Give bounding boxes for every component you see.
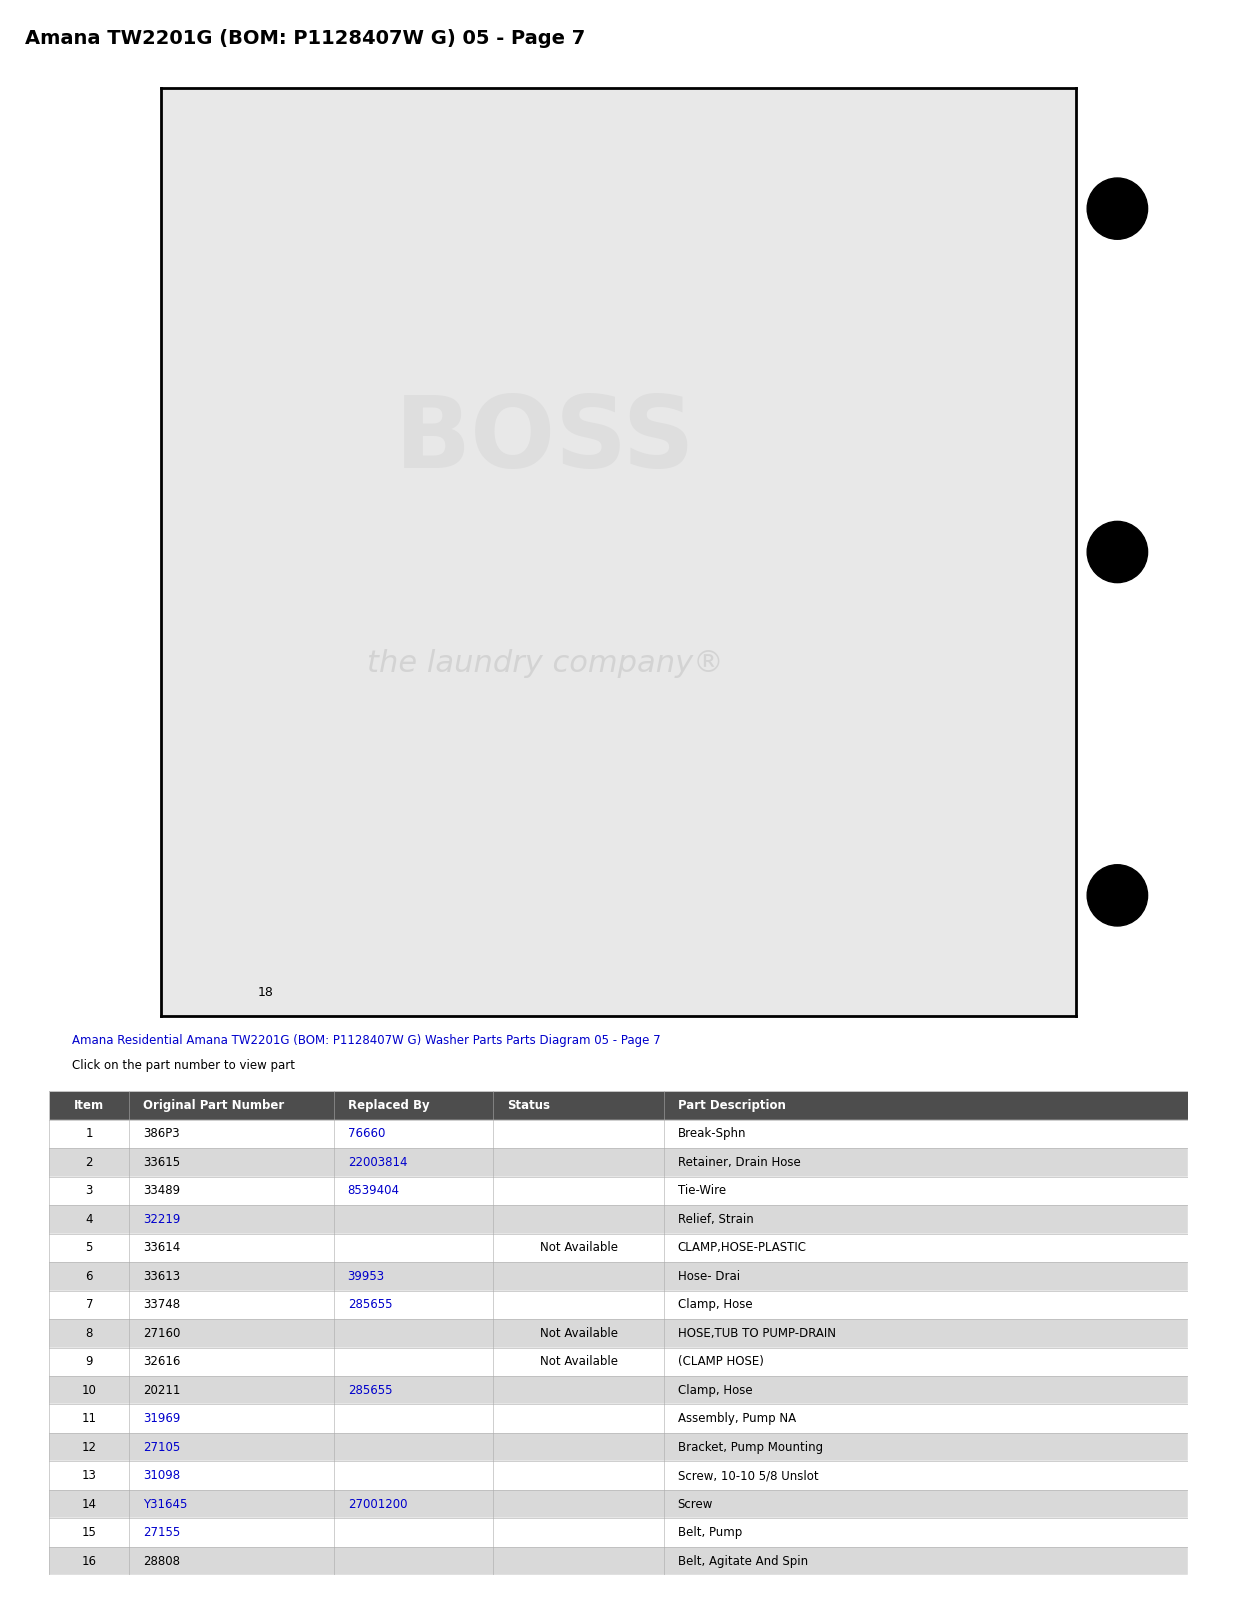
Text: Break-Sphn: Break-Sphn bbox=[678, 1128, 746, 1141]
FancyBboxPatch shape bbox=[49, 1376, 1188, 1405]
Text: Relief, Strain: Relief, Strain bbox=[678, 1213, 753, 1226]
Text: the laundry company®: the laundry company® bbox=[367, 650, 724, 678]
Text: Screw, 10-10 5/8 Unslot: Screw, 10-10 5/8 Unslot bbox=[678, 1469, 819, 1482]
Text: 31969: 31969 bbox=[142, 1413, 181, 1426]
Text: 31098: 31098 bbox=[142, 1469, 179, 1482]
FancyBboxPatch shape bbox=[49, 1347, 1188, 1376]
Text: Bracket, Pump Mounting: Bracket, Pump Mounting bbox=[678, 1440, 823, 1454]
FancyBboxPatch shape bbox=[49, 1234, 1188, 1262]
Text: Hose- Drai: Hose- Drai bbox=[678, 1270, 740, 1283]
Text: Part Description: Part Description bbox=[678, 1099, 785, 1112]
FancyBboxPatch shape bbox=[49, 1149, 1188, 1176]
Text: 32219: 32219 bbox=[142, 1213, 181, 1226]
Text: 8: 8 bbox=[85, 1326, 93, 1339]
Text: 76660: 76660 bbox=[348, 1128, 385, 1141]
Text: 39953: 39953 bbox=[348, 1270, 385, 1283]
FancyBboxPatch shape bbox=[49, 1518, 1188, 1547]
Text: Original Part Number: Original Part Number bbox=[142, 1099, 285, 1112]
Text: 11: 11 bbox=[82, 1413, 96, 1426]
Text: 4: 4 bbox=[85, 1213, 93, 1226]
Text: Click on the part number to view part: Click on the part number to view part bbox=[72, 1059, 296, 1072]
Text: Tie-Wire: Tie-Wire bbox=[678, 1184, 726, 1197]
Text: 27155: 27155 bbox=[142, 1526, 181, 1539]
Circle shape bbox=[1087, 522, 1148, 582]
Text: 33748: 33748 bbox=[142, 1298, 179, 1312]
Text: Belt, Agitate And Spin: Belt, Agitate And Spin bbox=[678, 1555, 808, 1568]
Text: Screw: Screw bbox=[678, 1498, 713, 1510]
FancyBboxPatch shape bbox=[49, 1205, 1188, 1234]
Text: Clamp, Hose: Clamp, Hose bbox=[678, 1384, 752, 1397]
Text: Belt, Pump: Belt, Pump bbox=[678, 1526, 742, 1539]
Text: 9: 9 bbox=[85, 1355, 93, 1368]
Text: Amana Residential Amana TW2201G (BOM: P1128407W G) Washer Parts Parts Diagram 05: Amana Residential Amana TW2201G (BOM: P1… bbox=[72, 1035, 661, 1048]
Text: 15: 15 bbox=[82, 1526, 96, 1539]
Text: Status: Status bbox=[507, 1099, 550, 1112]
Text: 13: 13 bbox=[82, 1469, 96, 1482]
Text: 16: 16 bbox=[82, 1555, 96, 1568]
FancyBboxPatch shape bbox=[49, 1120, 1188, 1149]
Text: 6: 6 bbox=[85, 1270, 93, 1283]
Text: Y31645: Y31645 bbox=[142, 1498, 187, 1510]
Text: Not Available: Not Available bbox=[539, 1242, 617, 1254]
Circle shape bbox=[1087, 178, 1148, 240]
Text: Replaced By: Replaced By bbox=[348, 1099, 429, 1112]
Text: Not Available: Not Available bbox=[539, 1355, 617, 1368]
Text: 33613: 33613 bbox=[142, 1270, 179, 1283]
Text: 2: 2 bbox=[85, 1155, 93, 1170]
Text: 33615: 33615 bbox=[142, 1155, 179, 1170]
Text: 3: 3 bbox=[85, 1184, 93, 1197]
Text: Clamp, Hose: Clamp, Hose bbox=[678, 1298, 752, 1312]
FancyBboxPatch shape bbox=[49, 1291, 1188, 1318]
Text: 5: 5 bbox=[85, 1242, 93, 1254]
Text: 10: 10 bbox=[82, 1384, 96, 1397]
Text: CLAMP,HOSE-PLASTIC: CLAMP,HOSE-PLASTIC bbox=[678, 1242, 807, 1254]
FancyBboxPatch shape bbox=[49, 1547, 1188, 1576]
Text: 285655: 285655 bbox=[348, 1298, 392, 1312]
Text: 33614: 33614 bbox=[142, 1242, 181, 1254]
FancyBboxPatch shape bbox=[49, 1318, 1188, 1347]
Text: (CLAMP HOSE): (CLAMP HOSE) bbox=[678, 1355, 763, 1368]
Text: HOSE,TUB TO PUMP-DRAIN: HOSE,TUB TO PUMP-DRAIN bbox=[678, 1326, 836, 1339]
Text: Assembly, Pump NA: Assembly, Pump NA bbox=[678, 1413, 795, 1426]
Text: 8539404: 8539404 bbox=[348, 1184, 400, 1197]
Text: Retainer, Drain Hose: Retainer, Drain Hose bbox=[678, 1155, 800, 1170]
FancyBboxPatch shape bbox=[49, 1405, 1188, 1434]
Text: 27001200: 27001200 bbox=[348, 1498, 407, 1510]
Text: 32616: 32616 bbox=[142, 1355, 181, 1368]
Text: Item: Item bbox=[74, 1099, 104, 1112]
Text: 18: 18 bbox=[259, 986, 275, 1000]
Text: Amana TW2201G (BOM: P1128407W G) 05 - Page 7: Amana TW2201G (BOM: P1128407W G) 05 - Pa… bbox=[25, 29, 585, 48]
Text: 27105: 27105 bbox=[142, 1440, 181, 1454]
Text: 386P3: 386P3 bbox=[142, 1128, 179, 1141]
Circle shape bbox=[1087, 864, 1148, 926]
Text: 22003814: 22003814 bbox=[348, 1155, 407, 1170]
Text: 1: 1 bbox=[85, 1128, 93, 1141]
Text: 285655: 285655 bbox=[348, 1384, 392, 1397]
Text: 27160: 27160 bbox=[142, 1326, 181, 1339]
Text: BOSS: BOSS bbox=[395, 392, 695, 490]
FancyBboxPatch shape bbox=[49, 1434, 1188, 1461]
Text: 7: 7 bbox=[85, 1298, 93, 1312]
Text: 28808: 28808 bbox=[142, 1555, 179, 1568]
FancyBboxPatch shape bbox=[49, 1262, 1188, 1291]
FancyBboxPatch shape bbox=[49, 1176, 1188, 1205]
FancyBboxPatch shape bbox=[49, 1490, 1188, 1518]
Text: 14: 14 bbox=[82, 1498, 96, 1510]
FancyBboxPatch shape bbox=[49, 1091, 1188, 1120]
FancyBboxPatch shape bbox=[49, 1461, 1188, 1490]
Text: 33489: 33489 bbox=[142, 1184, 179, 1197]
Text: 20211: 20211 bbox=[142, 1384, 181, 1397]
Text: Not Available: Not Available bbox=[539, 1326, 617, 1339]
Text: 12: 12 bbox=[82, 1440, 96, 1454]
